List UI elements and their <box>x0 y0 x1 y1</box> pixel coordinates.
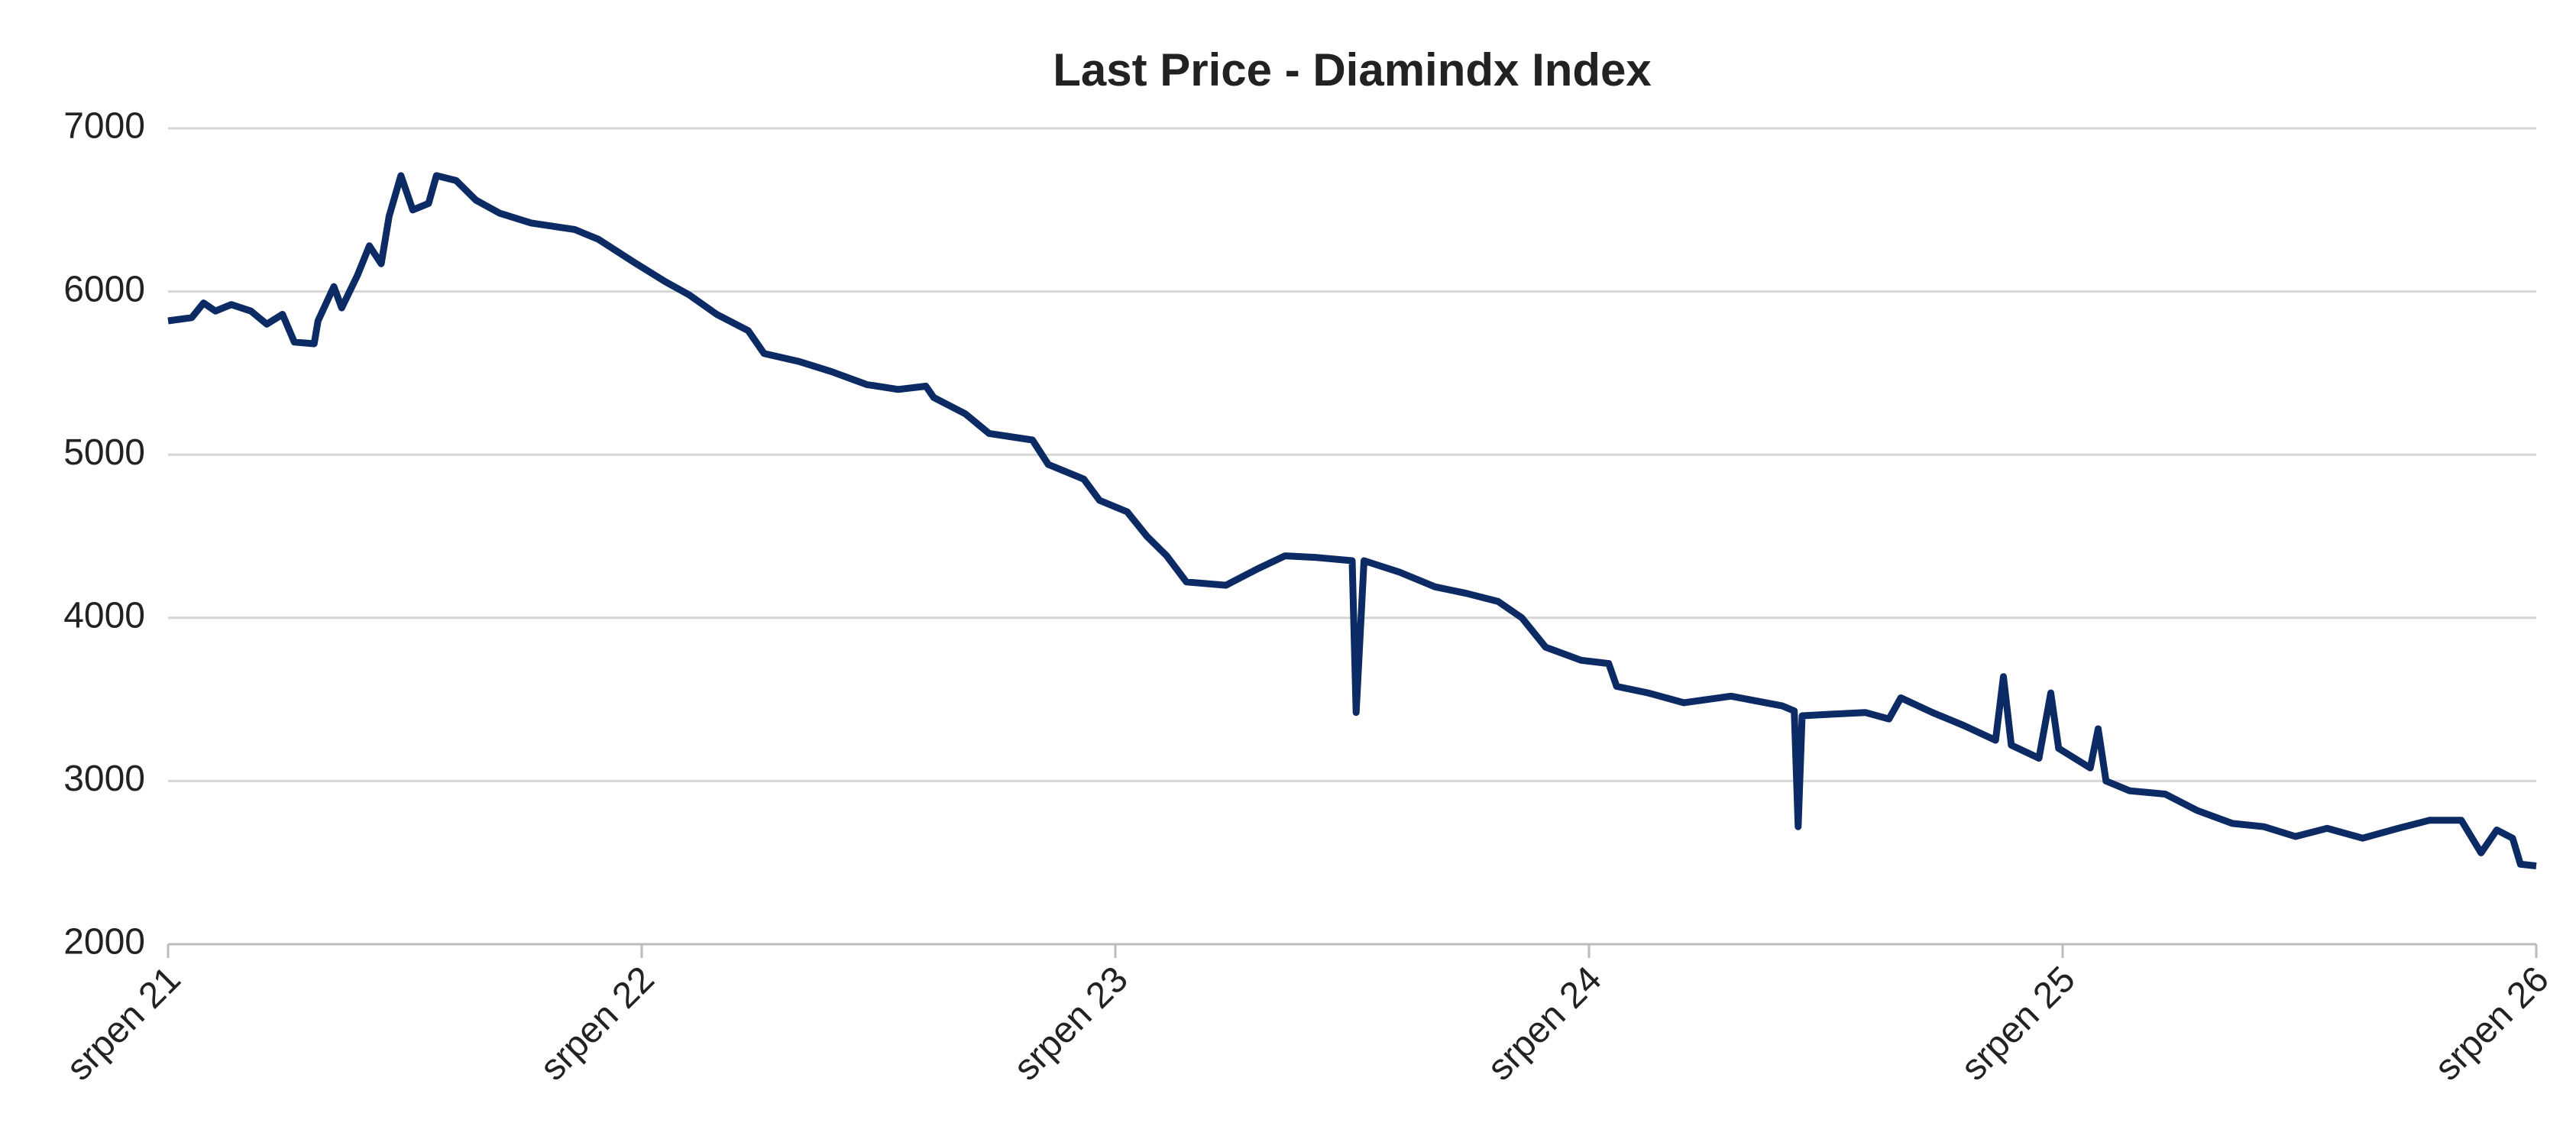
x-tick-label: srpen 24 <box>1480 959 1610 1089</box>
y-tick-label: 7000 <box>63 106 145 147</box>
x-tick-label: srpen 23 <box>1006 959 1136 1089</box>
price-line <box>167 172 2537 869</box>
y-tick-label: 3000 <box>63 759 145 799</box>
y-tick-label: 4000 <box>63 595 145 636</box>
y-tick-label: 2000 <box>63 922 145 963</box>
x-tick-label: srpen 21 <box>59 959 189 1089</box>
x-tick-label: srpen 22 <box>532 959 662 1089</box>
y-tick-label: 5000 <box>63 432 145 473</box>
chart-title: Last Price - Diamindx Index <box>1053 44 1652 95</box>
x-tick-label: srpen 26 <box>2427 959 2557 1089</box>
y-tick-label: 6000 <box>63 269 145 309</box>
x-tick-label: srpen 25 <box>1953 959 2083 1089</box>
